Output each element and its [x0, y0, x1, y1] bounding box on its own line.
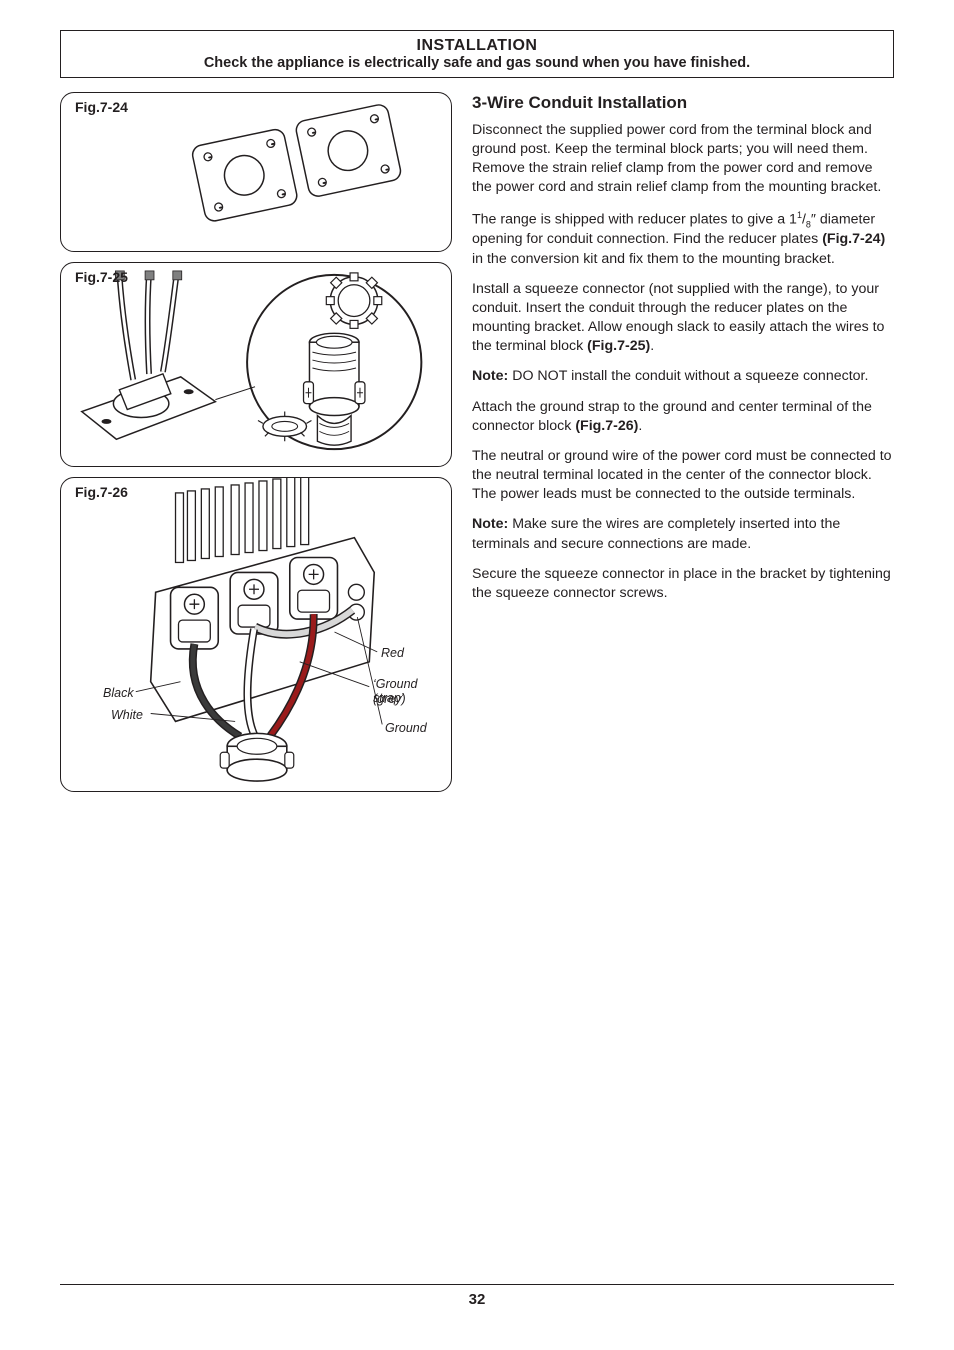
- figure-7-26: Fig.7-26: [60, 477, 452, 792]
- figures-column: Fig.7-24: [60, 92, 452, 802]
- wire-label-black: Black: [103, 686, 134, 700]
- p4-body: DO NOT install the conduit without a squ…: [508, 368, 868, 384]
- content-row: Fig.7-24: [60, 92, 894, 802]
- p5-part-a: Attach the ground strap to the ground an…: [472, 399, 872, 434]
- p3-part-b: .: [650, 338, 654, 354]
- figure-7-24: Fig.7-24: [60, 92, 452, 252]
- header-box: INSTALLATION Check the appliance is elec…: [60, 30, 894, 78]
- paragraph-7: Note: Make sure the wires are completely…: [472, 515, 894, 553]
- wire-label-ground: Ground: [385, 721, 427, 735]
- paragraph-8: Secure the squeeze connector in place in…: [472, 565, 894, 603]
- header-title: INSTALLATION: [71, 37, 883, 55]
- header-subtitle: Check the appliance is electrically safe…: [71, 55, 883, 71]
- paragraph-2: The range is shipped with reducer plates…: [472, 209, 894, 269]
- fig-ref-7-24: (Fig.7-24): [822, 231, 885, 247]
- p5-part-b: .: [638, 418, 642, 434]
- fig-ref-7-26: (Fig.7-26): [575, 418, 638, 434]
- conduit-connector-illustration: [61, 263, 451, 466]
- p7-body: Make sure the wires are completely inser…: [472, 516, 840, 551]
- fraction-numerator: 1: [797, 210, 802, 220]
- paragraph-6: The neutral or ground wire of the power …: [472, 447, 894, 505]
- wire-label-white: White: [111, 708, 143, 722]
- paragraph-4: Note: DO NOT install the conduit without…: [472, 367, 894, 386]
- page-footer: 32: [60, 1284, 894, 1308]
- terminal-block-illustration: [61, 478, 451, 791]
- text-column: 3-Wire Conduit Installation Disconnect t…: [472, 92, 894, 802]
- section-heading: 3-Wire Conduit Installation: [472, 92, 894, 115]
- figure-label: Fig.7-25: [75, 269, 128, 285]
- wire-label-red: Red: [381, 646, 404, 660]
- note-label: Note:: [472, 516, 508, 532]
- reducer-plates-illustration: [61, 93, 451, 251]
- paragraph-5: Attach the ground strap to the ground an…: [472, 398, 894, 436]
- paragraph-1: Disconnect the supplied power cord from …: [472, 121, 894, 198]
- p3-part-a: Install a squeeze connector (not supplie…: [472, 281, 884, 355]
- p2-part-c: in the conversion kit and fix them to th…: [472, 251, 835, 267]
- paragraph-3: Install a squeeze connector (not supplie…: [472, 280, 894, 357]
- p2-part-a: The range is shipped with reducer plates…: [472, 211, 797, 227]
- figure-label: Fig.7-26: [75, 484, 128, 500]
- figure-label: Fig.7-24: [75, 99, 128, 115]
- figure-7-25: Fig.7-25: [60, 262, 452, 467]
- wire-label-grey: (grey): [373, 692, 406, 706]
- page-number: 32: [469, 1291, 486, 1308]
- note-label: Note:: [472, 368, 508, 384]
- fig-ref-7-25: (Fig.7-25): [587, 338, 650, 354]
